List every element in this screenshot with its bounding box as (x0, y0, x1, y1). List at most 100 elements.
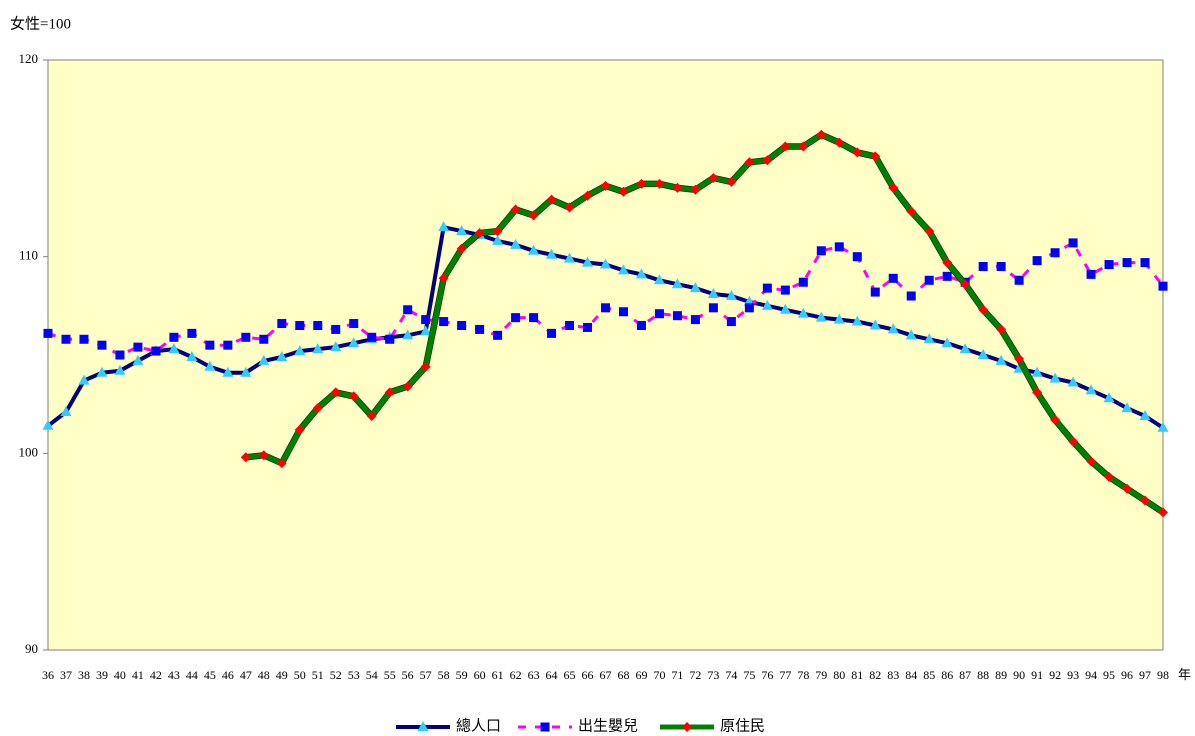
legend-marker (682, 722, 692, 732)
point (510, 204, 521, 215)
point (1032, 387, 1043, 398)
point (79, 334, 89, 344)
point (1031, 366, 1043, 377)
point (1139, 409, 1151, 420)
point (1086, 269, 1096, 279)
point (204, 360, 216, 371)
x-tick-label: 91 (1031, 668, 1043, 682)
point (457, 321, 467, 330)
point (744, 303, 754, 313)
point (869, 319, 881, 330)
point (798, 277, 808, 287)
point (996, 324, 1007, 335)
point (312, 403, 323, 414)
point (61, 334, 71, 344)
point (420, 325, 432, 336)
x-tick-label: 75 (743, 668, 755, 682)
point (960, 279, 971, 290)
x-tick-label: 37 (60, 668, 72, 682)
x-tick-label: 44 (186, 668, 198, 682)
point (421, 315, 431, 325)
point (996, 262, 1006, 271)
point (959, 343, 971, 354)
x-tick-label: 65 (564, 668, 576, 682)
plot-area (47, 59, 1164, 651)
x-tick-label: 45 (204, 668, 216, 682)
point (367, 332, 377, 342)
point (618, 307, 628, 317)
line (245, 132, 1165, 515)
point (1068, 436, 1079, 447)
point (672, 311, 682, 321)
x-tick-label: 48 (258, 668, 270, 682)
x-tick-label: 39 (96, 668, 108, 682)
x-tick-label: 46 (222, 668, 234, 682)
point (636, 178, 647, 189)
point (474, 228, 485, 239)
point (331, 324, 341, 334)
point (1140, 258, 1150, 268)
x-tick-label: 80 (833, 668, 845, 682)
x-tick-label: 49 (276, 668, 288, 682)
x-tick-label: 96 (1121, 668, 1133, 682)
x-tick-label: 57 (420, 668, 432, 682)
x-tick-label: 77 (779, 668, 791, 682)
point (762, 283, 772, 293)
point (851, 315, 863, 326)
point (888, 273, 898, 283)
point (78, 374, 90, 385)
point (510, 238, 522, 249)
point (906, 291, 916, 301)
point (887, 323, 899, 334)
point (941, 337, 953, 348)
point (1122, 483, 1133, 494)
point (600, 258, 611, 269)
x-tick-label: 90 (1013, 668, 1025, 682)
point (654, 309, 664, 319)
x-tick-label: 83 (887, 668, 899, 682)
point (924, 275, 934, 285)
point (672, 182, 683, 193)
series (240, 129, 1168, 518)
point (348, 337, 360, 348)
x-tick-label: 98 (1157, 668, 1169, 682)
point (169, 332, 179, 342)
point (618, 186, 629, 197)
point (564, 252, 576, 263)
x-tick-label: 84 (905, 668, 917, 682)
x-tick-label: 85 (923, 668, 935, 682)
point (438, 273, 449, 284)
point (654, 178, 665, 189)
legend-marker (417, 721, 429, 731)
point (816, 246, 826, 256)
point (277, 319, 287, 329)
point (528, 210, 539, 221)
point (636, 321, 646, 330)
x-tick-label: 93 (1067, 668, 1079, 682)
x-tick-label: 43 (168, 668, 180, 682)
x-tick-label: 89 (995, 668, 1007, 682)
point (402, 381, 413, 392)
point (186, 350, 198, 361)
x-tick-label: 38 (78, 668, 90, 682)
legend-marker (540, 722, 550, 732)
legend-label: 原住民 (720, 717, 765, 734)
legend-label: 總人口 (456, 716, 501, 734)
x-tick-label: 61 (492, 668, 504, 682)
x-tick-label: 63 (528, 668, 540, 682)
point (780, 285, 790, 295)
point (438, 221, 450, 232)
x-tick-label: 97 (1139, 668, 1151, 682)
point (1158, 507, 1168, 518)
point (761, 299, 773, 310)
y-tick-label: 120 (19, 51, 39, 66)
point (582, 190, 593, 201)
point (312, 343, 324, 354)
point (114, 364, 126, 375)
point (402, 329, 414, 340)
point (313, 321, 323, 330)
point (1104, 471, 1115, 482)
point (707, 288, 719, 299)
point (833, 313, 845, 324)
x-tick-label: 55 (384, 668, 396, 682)
